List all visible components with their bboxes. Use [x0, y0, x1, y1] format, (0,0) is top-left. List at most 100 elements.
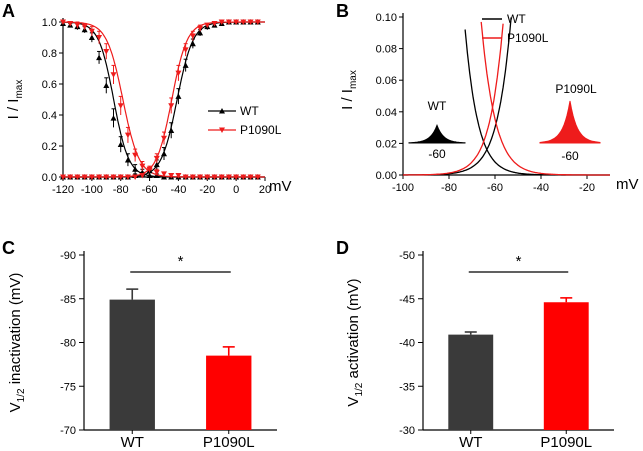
data-point [197, 29, 204, 36]
data-point [240, 19, 247, 25]
chart-d-activation-bars: -50 -45 -40 -35 -30 WT P1090L * V1/2 activation … [345, 250, 614, 451]
legend-label: WT [240, 104, 259, 118]
category-label: P1090L [203, 434, 255, 451]
bar [543, 302, 589, 430]
data-point [225, 174, 232, 180]
data-point [168, 127, 175, 133]
inactivation-curve [480, 21, 610, 176]
data-point [81, 24, 88, 30]
data-point [96, 174, 103, 180]
data-point [153, 161, 160, 168]
x-tick-label: -100 [392, 182, 414, 194]
bar [206, 355, 252, 430]
data-point [81, 174, 88, 180]
x-axis-title: mV [269, 178, 292, 195]
legend-label: P1090L [507, 31, 549, 45]
data-point [139, 172, 146, 179]
data-point [197, 174, 204, 180]
y-tick-label: -50 [399, 250, 415, 262]
data-point [132, 174, 139, 180]
data-point [225, 19, 232, 25]
activation-curve [402, 23, 504, 176]
data-point [96, 54, 103, 61]
legend-label: P1090L [240, 123, 282, 137]
y-tick-label: 0.6 [42, 79, 57, 91]
x-tick-label: -120 [52, 184, 74, 196]
y-tick-label: 0.00 [376, 170, 397, 182]
x-tick-label: -20 [199, 184, 215, 196]
data-point [189, 33, 196, 39]
data-point [117, 174, 124, 180]
y-tick-label: 0.4 [42, 110, 57, 122]
data-point [117, 103, 124, 109]
data-point [88, 34, 95, 40]
inactivation-curve [464, 29, 610, 176]
y-tick-label: 1.0 [42, 17, 57, 29]
y-tick-label: -90 [60, 250, 76, 262]
inset-center-label: -60 [561, 149, 579, 163]
data-point [161, 150, 167, 157]
data-point [60, 19, 66, 25]
data-point [153, 155, 160, 162]
data-point [204, 174, 211, 180]
x-axis-title: mV [616, 176, 639, 193]
data-point [182, 47, 189, 53]
data-point [67, 21, 74, 27]
data-point [117, 141, 124, 147]
y-tick-label: -75 [60, 381, 76, 393]
significance-marker: * [516, 253, 522, 270]
data-point [254, 174, 261, 180]
y-axis-title: V1/2 inactivation (mV) [7, 273, 27, 413]
x-tick-label: -100 [81, 184, 103, 196]
y-tick-label: 0.08 [376, 44, 397, 56]
legend-marker [219, 108, 225, 114]
x-tick-label: 20 [259, 184, 271, 196]
data-point [132, 152, 139, 159]
legend-label: WT [507, 12, 526, 26]
category-label: P1090L [540, 434, 592, 451]
data-point [96, 35, 103, 41]
inset-center-label: -60 [428, 147, 446, 161]
data-point [74, 22, 81, 29]
data-point [168, 103, 175, 109]
chart-c-inactivation-bars: -90 -85 -80 -75 -70 WT P1090L * V1/2 inactivatio… [7, 250, 277, 451]
data-point [60, 174, 66, 180]
y-tick-label: -30 [399, 425, 415, 437]
panel-label-a: A [2, 1, 15, 21]
data-point [110, 174, 117, 180]
data-point [153, 169, 160, 176]
data-point [240, 174, 247, 180]
y-tick-label: -85 [60, 294, 76, 306]
bar [109, 299, 155, 430]
data-point [146, 172, 153, 178]
panel-label-d: D [336, 238, 349, 258]
data-point [189, 40, 196, 47]
data-point [247, 19, 254, 25]
y-axis-title: I / Imax [5, 80, 25, 120]
data-point [233, 19, 240, 25]
data-point [132, 166, 139, 172]
data-point [233, 174, 240, 180]
y-tick-label: 0.04 [376, 107, 397, 119]
data-point [103, 174, 110, 180]
x-tick-label: -80 [441, 182, 457, 194]
x-tick-label: -40 [170, 184, 186, 196]
data-point [88, 28, 95, 35]
data-point [103, 48, 110, 55]
data-point [218, 19, 225, 25]
data-point [168, 172, 175, 179]
y-tick-label: -40 [399, 338, 415, 350]
x-tick-label: -60 [142, 184, 158, 196]
data-point [139, 163, 146, 170]
y-tick-label: 0.10 [376, 12, 397, 24]
inset-title: P1090L [555, 82, 597, 96]
x-tick-label: -20 [579, 182, 595, 194]
data-point [110, 115, 117, 121]
data-point [211, 174, 218, 180]
data-point [110, 72, 117, 78]
data-point [189, 174, 196, 180]
data-point [161, 135, 167, 142]
x-tick-label: 0 [233, 184, 239, 196]
y-tick-label: 0.02 [376, 138, 397, 150]
